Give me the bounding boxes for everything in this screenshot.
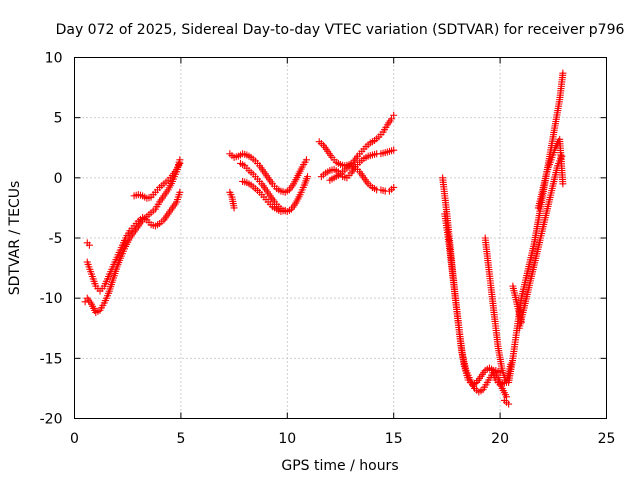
y-tick-label: -5	[49, 231, 63, 247]
y-tick-labels: -20 -15 -10 -5 0 5 10	[40, 51, 63, 428]
data-point	[390, 111, 398, 119]
y-tick-label: -20	[40, 412, 63, 428]
data-point	[390, 146, 398, 154]
y-tick-label: -10	[40, 291, 63, 307]
x-tick-label: 15	[385, 431, 403, 447]
axis-ticks	[74, 57, 607, 419]
chart-title: Day 072 of 2025, Sidereal Day-to-day VTE…	[56, 22, 625, 38]
data-point	[176, 188, 184, 196]
data-point	[390, 183, 398, 191]
data-point	[505, 400, 513, 408]
data-marks	[81, 69, 567, 408]
data-point	[85, 241, 93, 249]
data-point	[559, 180, 567, 188]
x-tick-label: 25	[598, 431, 616, 447]
x-tick-label: 20	[491, 431, 509, 447]
y-tick-label: 0	[54, 171, 63, 187]
y-tick-label: -15	[40, 351, 63, 367]
x-tick-label: 10	[278, 431, 296, 447]
y-tick-label: 5	[54, 111, 63, 127]
grid-lines	[74, 57, 607, 419]
x-axis-label: GPS time / hours	[281, 458, 398, 474]
data-point	[176, 159, 184, 167]
data-point	[281, 206, 289, 214]
y-tick-label: 10	[45, 51, 63, 67]
y-axis-label: SDTVAR / TECUs	[7, 181, 23, 296]
data-point	[230, 204, 238, 212]
data-point	[302, 156, 310, 164]
data-point	[304, 173, 312, 181]
x-tick-labels: 0 5 10 15 20 25	[70, 431, 615, 447]
data-point	[517, 318, 525, 326]
data-point	[559, 69, 567, 77]
x-tick-label: 5	[176, 431, 185, 447]
x-tick-label: 0	[70, 431, 79, 447]
data-point	[388, 115, 396, 123]
